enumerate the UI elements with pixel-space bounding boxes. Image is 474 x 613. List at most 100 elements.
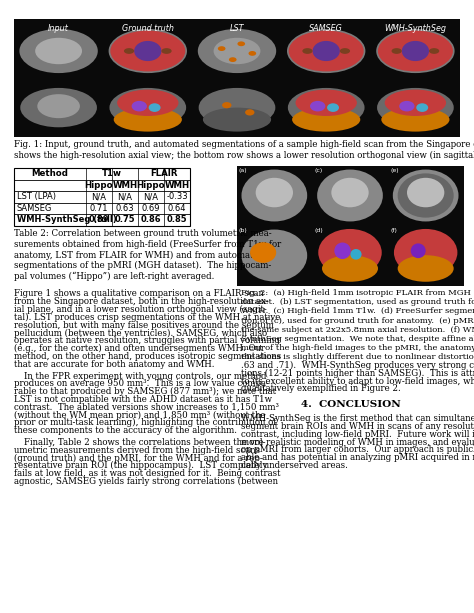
Text: In the FPR experiment with young controls, our method: In the FPR experiment with young control…	[24, 371, 266, 381]
Text: these components to the accuracy of the algorithm.: these components to the accuracy of the …	[14, 426, 237, 435]
Text: Finally, Table 2 shows the correlations between the vol-: Finally, Table 2 shows the correlations …	[24, 438, 265, 447]
Ellipse shape	[394, 229, 457, 276]
Text: (without the WM mean prior) and 1,850 mm³ (without the: (without the WM mean prior) and 1,850 mm…	[14, 411, 265, 420]
Ellipse shape	[134, 41, 162, 61]
Text: more realistic modeling of WMH in images, and evaluation: more realistic modeling of WMH in images…	[241, 438, 474, 447]
Ellipse shape	[114, 108, 182, 132]
Text: 0.71: 0.71	[90, 204, 108, 213]
Text: (b): (b)	[239, 228, 248, 233]
Ellipse shape	[429, 48, 439, 54]
Text: SAMSEG: SAMSEG	[309, 24, 343, 33]
Text: Fig. 2:  (a) High-field 1mm isotropic FLAIR from MGH
dataset.  (b) LST segmentat: Fig. 2: (a) High-field 1mm isotropic FLA…	[241, 289, 474, 362]
Ellipse shape	[237, 42, 245, 46]
Ellipse shape	[162, 48, 172, 54]
Text: contrast, including low-field pMRI.  Future work will include: contrast, including low-field pMRI. Futu…	[241, 430, 474, 439]
Text: 0.89: 0.89	[89, 215, 109, 224]
Text: on pMRI from larger cohorts.  Our approach is publicly avail-: on pMRI from larger cohorts. Our approac…	[241, 446, 474, 454]
Text: WMH: WMH	[112, 181, 137, 190]
Bar	[237, 166, 464, 286]
Ellipse shape	[334, 243, 351, 259]
Ellipse shape	[302, 48, 312, 54]
Text: 0.75: 0.75	[115, 215, 135, 224]
Text: T1w: T1w	[102, 169, 122, 178]
Ellipse shape	[317, 170, 383, 221]
Text: resentative brain ROI (the hippocampus).  LST completely: resentative brain ROI (the hippocampus).…	[14, 462, 267, 470]
Ellipse shape	[402, 41, 429, 61]
Ellipse shape	[292, 108, 360, 132]
Text: SAMSEG: SAMSEG	[17, 204, 52, 213]
Text: produces on average 950 mm³.  This is a low value compa-: produces on average 950 mm³. This is a l…	[14, 379, 269, 388]
Text: that are accurate for both anatomy and WMH.: that are accurate for both anatomy and W…	[14, 360, 215, 368]
Text: 0.69: 0.69	[142, 204, 160, 213]
Text: umetric measurements derived from the high-field scans: umetric measurements derived from the hi…	[14, 446, 260, 455]
Ellipse shape	[407, 178, 444, 207]
Text: (f): (f)	[390, 228, 397, 233]
Text: operates at native resolution, struggles with partial voluming: operates at native resolution, struggles…	[14, 337, 280, 345]
Text: (e.g., for the cortex) and often undersegments WMH. Our: (e.g., for the cortex) and often underse…	[14, 344, 265, 353]
Ellipse shape	[255, 178, 293, 207]
Text: tal). LST produces crisp segmentations of the WMH at native: tal). LST produces crisp segmentations o…	[14, 313, 281, 322]
Ellipse shape	[117, 89, 179, 116]
Ellipse shape	[203, 108, 271, 132]
Text: LST (LPA): LST (LPA)	[17, 192, 56, 201]
Ellipse shape	[399, 101, 415, 112]
Text: to its excellent ability to adapt to low-field images, which is: to its excellent ability to adapt to low…	[241, 376, 474, 386]
Ellipse shape	[377, 88, 454, 128]
Text: pellucidum (between the ventricles). SAMSEG, which also: pellucidum (between the ventricles). SAM…	[14, 329, 267, 338]
Ellipse shape	[385, 89, 446, 116]
Ellipse shape	[322, 255, 378, 282]
Text: N/A: N/A	[144, 192, 158, 201]
Bar	[14, 168, 190, 226]
Text: Hippo: Hippo	[85, 181, 113, 190]
Text: fails at low field, as it was not designed for it.  Being contrast: fails at low field, as it was not design…	[14, 469, 281, 478]
Text: segment brain ROIs and WMH in scans of any resolution and: segment brain ROIs and WMH in scans of a…	[241, 422, 474, 431]
Text: (c): (c)	[315, 168, 323, 173]
Ellipse shape	[35, 38, 82, 64]
Text: resolution, but with many false positives around the septum: resolution, but with many false positive…	[14, 321, 274, 330]
Text: WMH-SynthSeg (full): WMH-SynthSeg (full)	[17, 215, 117, 224]
Text: (e): (e)	[390, 168, 399, 173]
Text: 0.63: 0.63	[116, 204, 134, 213]
Text: (a): (a)	[239, 168, 247, 173]
Ellipse shape	[218, 46, 226, 51]
Ellipse shape	[398, 255, 454, 282]
Text: Method: Method	[32, 169, 68, 178]
Ellipse shape	[214, 38, 260, 64]
Ellipse shape	[312, 41, 340, 61]
Text: Ground truth: Ground truth	[122, 24, 174, 33]
Text: LST: LST	[230, 24, 244, 33]
Ellipse shape	[110, 31, 185, 71]
Text: Table 2: Correlation between ground truth volumetric mea-
surements obtained fro: Table 2: Correlation between ground trut…	[14, 229, 281, 281]
Ellipse shape	[393, 170, 458, 221]
Ellipse shape	[198, 29, 276, 73]
Text: tions (12-21 points higher than SAMSEG).  This is attributed: tions (12-21 points higher than SAMSEG).…	[241, 369, 474, 378]
Text: N/A: N/A	[118, 192, 133, 201]
Text: method, on the other hand, produces isotropic segmentations: method, on the other hand, produces isot…	[14, 352, 281, 361]
Text: 0.86: 0.86	[141, 215, 161, 224]
Ellipse shape	[295, 89, 357, 116]
Ellipse shape	[398, 173, 454, 218]
Text: LST is not compatible with the ADHD dataset as it has T1w: LST is not compatible with the ADHD data…	[14, 395, 272, 404]
Bar	[14, 19, 460, 137]
Ellipse shape	[331, 178, 369, 207]
Text: ial plane, and in a lower resolution orthogonal view (sagit-: ial plane, and in a lower resolution ort…	[14, 305, 267, 314]
Text: able and has potential in analyzing pMRI acquired in medi-: able and has potential in analyzing pMRI…	[241, 453, 474, 462]
Ellipse shape	[411, 243, 426, 258]
Text: N/A: N/A	[91, 192, 107, 201]
Text: Fig. 1: Input, ground truth, and automated segmentations of a sample high-field : Fig. 1: Input, ground truth, and automat…	[14, 140, 474, 159]
Ellipse shape	[381, 108, 449, 132]
Text: .63 and .71).  WMH-SynthSeg produces very strong correla-: .63 and .71). WMH-SynthSeg produces very…	[241, 361, 474, 370]
Text: agnostic, SAMSEG yields fairly strong correlations (between: agnostic, SAMSEG yields fairly strong co…	[14, 477, 278, 486]
Text: WMH-SynthSeg is the first method that can simultaneously: WMH-SynthSeg is the first method that ca…	[241, 414, 474, 423]
Ellipse shape	[350, 249, 362, 260]
Text: WMH-SynthSeg: WMH-SynthSeg	[384, 24, 447, 33]
Ellipse shape	[149, 103, 161, 112]
Ellipse shape	[289, 31, 364, 71]
Text: 0.64: 0.64	[168, 204, 186, 213]
Ellipse shape	[288, 88, 365, 128]
Ellipse shape	[327, 103, 339, 112]
Text: cally underserved areas.: cally underserved areas.	[241, 461, 348, 470]
Text: FLAIR: FLAIR	[150, 169, 178, 178]
Text: from the Singapore dataset, both in the high-resolution ax-: from the Singapore dataset, both in the …	[14, 297, 269, 306]
Text: -0.33: -0.33	[166, 192, 188, 201]
